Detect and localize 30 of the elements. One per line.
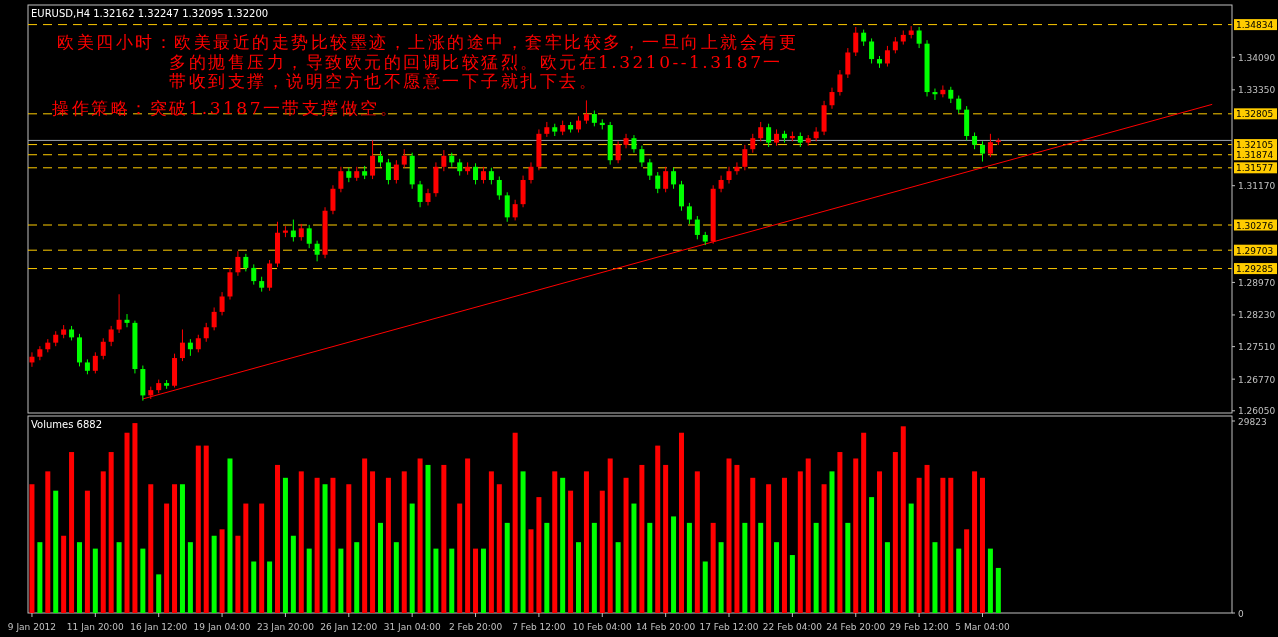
y-tick-label: 1.34090 [1238, 52, 1276, 63]
x-tick-label: 16 Jan 12:00 [130, 622, 188, 632]
chart-title: EURUSD,H4 1.32162 1.32247 1.32095 1.32200 [31, 8, 269, 19]
x-tick-label: 17 Feb 12:00 [699, 622, 759, 632]
x-tick-label: 14 Feb 20:00 [636, 622, 696, 632]
x-tick-label: 11 Jan 20:00 [66, 622, 125, 632]
annotation: 操作策略：突破1.3187一带支撑做空。 [52, 98, 401, 119]
x-tick-label: 5 Mar 04:00 [955, 622, 1010, 632]
x-tick-label: 26 Jan 12:00 [320, 622, 378, 632]
x-tick-label: 19 Jan 04:00 [193, 622, 251, 632]
x-tick-label: 31 Jan 04:00 [383, 622, 441, 632]
x-tick-label: 24 Feb 20:00 [826, 622, 886, 632]
y-tick-label: 29823 [1238, 416, 1267, 427]
y-tick-label: 1.28230 [1238, 310, 1276, 321]
x-tick-label: 22 Feb 04:00 [762, 622, 823, 632]
x-tick-label: 10 Feb 04:00 [572, 622, 633, 632]
y-tick-label: 1.26050 [1238, 406, 1276, 417]
y-tick-label: 1.27510 [1238, 342, 1276, 353]
y-tick-label: 0 [1238, 608, 1244, 619]
x-tick-label: 29 Feb 12:00 [889, 622, 949, 632]
x-tick-label: 2 Feb 20:00 [448, 622, 503, 632]
x-tick-label: 9 Jan 2012 [7, 622, 57, 632]
x-tick-label: 23 Jan 20:00 [256, 622, 315, 632]
annotation: 欧美四小时：欧美最近的走势比较墨迹，上涨的途中，套牢比较多，一旦向上就会有更多的抛售压力，导致欧元的回调比较猛烈。欧元在1.3210--1.3187一带收到支撑，说明空方也不愿意一下子就扎下去。 [57, 32, 799, 92]
x-tick-label: 7 Feb 12:00 [512, 622, 566, 632]
y-tick-label: 1.26770 [1238, 374, 1276, 385]
y-tick-label: 1.28970 [1238, 277, 1276, 288]
y-tick-label: 1.31170 [1238, 181, 1276, 192]
chart-title: Volumes 6882 [31, 419, 103, 430]
y-tick-label: 1.33350 [1238, 85, 1276, 96]
